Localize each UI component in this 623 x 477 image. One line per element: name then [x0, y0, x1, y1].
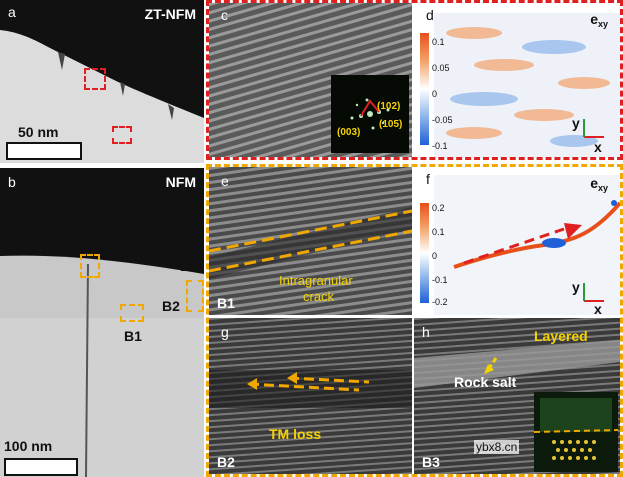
- panel-a: a ZT-NFM 50 nm: [0, 0, 204, 163]
- panel-h-annotation-layered: Layered: [534, 328, 588, 344]
- fft-label-102: (102): [377, 101, 400, 112]
- panel-d-axis-y: y: [572, 115, 580, 131]
- panel-e-corner: B1: [217, 295, 235, 311]
- panel-a-scalebar: [6, 142, 82, 160]
- panel-f-axis-y: y: [572, 279, 580, 295]
- panel-f-tick-0: 0.2: [432, 203, 445, 213]
- panel-g-corner: B2: [217, 454, 235, 470]
- panel-f-axis-x: x: [594, 301, 602, 315]
- panel-g: g TM loss B2: [209, 318, 412, 474]
- panel-c-fft-inset: (102) (105) (003): [331, 75, 409, 153]
- panel-g-letter: g: [221, 324, 229, 340]
- panel-a-scalebar-label: 50 nm: [18, 124, 58, 140]
- panel-b-scalebar: [4, 458, 78, 476]
- panel-f-letter: f: [426, 171, 430, 187]
- panel-d-letter: d: [426, 7, 434, 23]
- panel-c: c (102) (105) (003): [209, 3, 412, 157]
- panel-f: f exy 0.2 0.1 0 -0.1 -0.2 y x: [414, 167, 620, 315]
- panel-f-tick-1: 0.1: [432, 227, 445, 237]
- panel-f-tick-2: 0: [432, 251, 437, 261]
- panel-b-title: NFM: [166, 174, 196, 190]
- panel-b-label-b1: B1: [124, 328, 142, 344]
- panel-f-title-main: e: [590, 175, 598, 191]
- panel-e-letter: e: [221, 173, 229, 189]
- panel-d-title-sub: xy: [598, 19, 608, 29]
- panel-b-scalebar-label: 100 nm: [4, 438, 52, 454]
- panel-d-tick-4: -0.1: [432, 141, 448, 151]
- panel-a-letter: a: [8, 4, 16, 20]
- panel-b-label-b2: B2: [162, 298, 180, 314]
- watermark: ybx8.cn: [474, 440, 519, 454]
- panel-f-strainmap: [414, 167, 620, 315]
- panel-e-annotation-line1: Intragranular: [279, 273, 353, 288]
- panel-f-tick-3: -0.1: [432, 275, 448, 285]
- panel-d: d exy 0.1 0.05 0 -0.05 -0.1 y x: [414, 3, 620, 157]
- panel-b-letter: b: [8, 174, 16, 190]
- panel-h-inset: [534, 392, 618, 472]
- panel-d-strainmap: [414, 3, 620, 157]
- fft-label-003: (003): [337, 127, 360, 138]
- panel-d-tick-0: 0.1: [432, 37, 445, 47]
- panel-h-letter: h: [422, 324, 430, 340]
- panel-h-annotation-rocksalt: Rock salt: [454, 374, 516, 390]
- panel-f-title: exy: [590, 175, 608, 193]
- panel-b: b NFM B3 B2 B1 100 nm: [0, 168, 204, 477]
- panel-d-axis-x: x: [594, 139, 602, 155]
- panel-d-tick-1: 0.05: [432, 63, 450, 73]
- panel-h: h Layered Rock salt ybx8.cn B3: [414, 318, 620, 474]
- panel-d-title: exy: [590, 11, 608, 29]
- panel-f-title-sub: xy: [598, 183, 608, 193]
- panel-g-image: [209, 318, 412, 474]
- panel-c-letter: c: [221, 7, 228, 23]
- panel-b-label-b3: B3: [180, 258, 198, 274]
- panel-d-title-main: e: [590, 11, 598, 27]
- panel-f-tick-4: -0.2: [432, 297, 448, 307]
- fft-label-105: (105): [379, 119, 402, 130]
- panel-h-corner: B3: [422, 454, 440, 470]
- panel-g-annotation: TM loss: [269, 426, 321, 442]
- panel-a-title: ZT-NFM: [145, 6, 196, 22]
- panel-e: e Intragranular crack B1: [209, 167, 412, 315]
- panel-b-image: [0, 168, 204, 477]
- panel-d-tick-2: 0: [432, 89, 437, 99]
- panel-d-tick-3: -0.05: [432, 115, 453, 125]
- panel-e-annotation-line2: crack: [303, 289, 334, 304]
